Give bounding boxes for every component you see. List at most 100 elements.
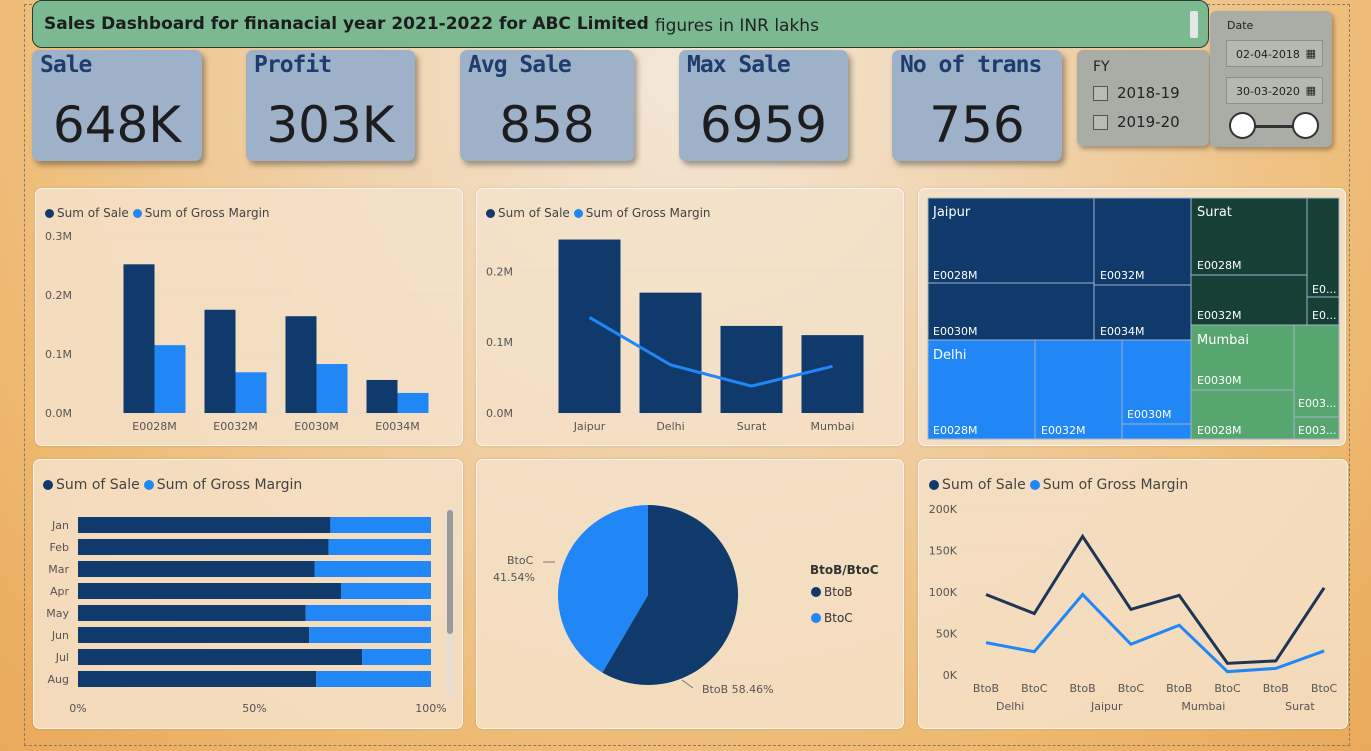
treemap-cell-label: E0028M: [933, 424, 977, 437]
treemap-cell-label: E0032M: [1197, 309, 1241, 322]
treemap-group-label: Delhi: [933, 348, 966, 363]
bar-gross-margin: [235, 372, 267, 413]
x-tick-label: 100%: [415, 702, 446, 715]
fy-option-2018-19[interactable]: 2018-19: [1093, 84, 1180, 102]
calendar-icon[interactable]: ▦: [1305, 84, 1316, 97]
date-range-track[interactable]: [1240, 125, 1306, 128]
treemap-cell-label: E0032M: [1100, 269, 1144, 282]
end-date-input[interactable]: 30-03-2020 ▦: [1226, 77, 1323, 104]
bar-gross-margin: [154, 345, 186, 413]
x-tick-label: BtoC: [1118, 682, 1145, 695]
bar-segment-gross-margin: [362, 649, 431, 665]
checkbox-icon[interactable]: [1093, 114, 1108, 130]
bar-segment-sale: [78, 605, 306, 621]
x-tick-label: Mumbai: [811, 420, 855, 433]
x-tick-label: E0034M: [375, 420, 419, 433]
x-tick-label: E0028M: [132, 420, 176, 433]
x-tick-label: BtoB: [1263, 682, 1289, 695]
calendar-icon[interactable]: ▦: [1305, 47, 1316, 60]
y-tick-label: 0K: [943, 669, 958, 682]
bar-segment-sale: [78, 627, 310, 643]
treemap-city-product: Jaipur E0028M E0030M E0032M E0034M Surat E0028…: [927, 197, 1340, 440]
bar-sale: [720, 325, 783, 413]
bar-segment-sale: [78, 539, 329, 555]
bar-gross-margin: [397, 392, 429, 413]
header-scrollbar[interactable]: [1190, 11, 1198, 38]
fy-option-label: 2018-19: [1117, 84, 1180, 102]
bar-sale: [285, 316, 317, 413]
checkbox-icon[interactable]: [1093, 85, 1108, 101]
kpi-card-avg-sale[interactable]: Avg Sale 858: [460, 50, 634, 161]
legend-item-gross-margin[interactable]: Sum of Gross Margin: [573, 206, 711, 220]
treemap-cell-jaipur-e0034m: [1093, 284, 1192, 341]
kpi-card-profit[interactable]: Profit 303K: [246, 50, 415, 161]
treemap-cell-label: E0034M: [1100, 325, 1144, 338]
legend-item-sale[interactable]: Sum of Sale: [486, 206, 570, 220]
chart-legend: Sum of Sale Sum of Gross Margin: [45, 206, 274, 220]
y-tick-label: Jan: [51, 519, 69, 532]
treemap-cell-mumbai-e0028m: [1190, 389, 1295, 440]
kpi-card-sale[interactable]: Sale 648K: [32, 50, 202, 161]
legend-item-gross-margin[interactable]: Sum of Gross Margin: [143, 477, 302, 493]
date-slicer: Date 02-04-2018 ▦ 30-03-2020 ▦: [1210, 11, 1332, 147]
treemap-cell-label: E003...: [1298, 424, 1336, 437]
kpi-label: Max Sale: [687, 52, 791, 78]
treemap-cell-label: E0028M: [933, 269, 977, 282]
x-tick-label: E0030M: [294, 420, 338, 433]
y-tick-label: Feb: [50, 541, 69, 554]
line-sale: [985, 533, 1326, 665]
legend-item-sale[interactable]: Sum of Sale: [43, 477, 140, 493]
y-tick-label: 0.2M: [45, 289, 72, 302]
kpi-value: 648K: [52, 96, 182, 154]
start-date-input[interactable]: 02-04-2018 ▦: [1226, 40, 1323, 67]
x-tick-label: 50%: [242, 702, 266, 715]
chart-legend: Sum of Sale Sum of Gross Margin: [929, 477, 1192, 493]
treemap-group-label: Jaipur: [932, 205, 971, 220]
fy-option-2019-20[interactable]: 2019-20: [1093, 113, 1180, 131]
kpi-value: 6959: [699, 96, 828, 154]
treemap-cell-mumbai-e003b: [1293, 416, 1340, 440]
combo-chart-city: 0.0M 0.1M 0.2M Jaipur Delhi Surat Mumbai: [486, 239, 897, 433]
chart-card-sale-by-city: Sum of Sale Sum of Gross Margin 0.0M 0.1M…: [476, 188, 904, 446]
y-tick-label: 0.2M: [486, 265, 513, 278]
treemap-cell-delhi-e0032m: [1034, 339, 1123, 440]
bar-segment-gross-margin: [314, 561, 431, 577]
kpi-card-no-of-trans[interactable]: No of trans 756: [892, 50, 1062, 161]
x-tick-label: Delhi: [656, 420, 684, 433]
pie-legend-dot: [811, 613, 821, 623]
x-group-label: Delhi: [996, 700, 1024, 713]
y-tick-label: May: [46, 607, 69, 620]
x-tick-label: BtoB: [973, 682, 999, 695]
kpi-label: Profit: [254, 52, 332, 78]
y-tick-label: 0.1M: [486, 336, 513, 349]
date-range-end-handle[interactable]: [1292, 112, 1319, 139]
x-tick-label: BtoB: [1166, 682, 1192, 695]
y-tick-label: 0.0M: [45, 407, 72, 420]
x-group-label: Surat: [1285, 700, 1315, 713]
chart-legend: Sum of Sale Sum of Gross Margin: [43, 477, 306, 493]
treemap-group-label: Mumbai: [1197, 333, 1249, 348]
treemap-group-label: Surat: [1197, 205, 1232, 220]
treemap-cell-label: E0030M: [933, 325, 977, 338]
treemap-cell-jaipur-e0028m: [927, 197, 1095, 284]
date-range-start-handle[interactable]: [1229, 112, 1256, 139]
treemap-cell-label: E0032M: [1041, 424, 1085, 437]
page-title: Sales Dashboard for finanacial year 2021…: [44, 14, 649, 34]
y-tick-label: Jun: [51, 629, 69, 642]
y-tick-label: 100K: [929, 586, 958, 599]
kpi-card-max-sale[interactable]: Max Sale 6959: [679, 50, 848, 161]
legend-item-gross-margin[interactable]: Sum of Gross Margin: [132, 206, 270, 220]
y-tick-label: 50K: [936, 628, 958, 641]
x-tick-label: BtoC: [1021, 682, 1048, 695]
treemap-cell-label: E003...: [1298, 397, 1336, 410]
legend-item-sale[interactable]: Sum of Sale: [45, 206, 129, 220]
bar-segment-sale: [78, 671, 317, 687]
legend-item-sale[interactable]: Sum of Sale: [929, 477, 1026, 493]
treemap-cell-label: E0030M: [1197, 374, 1241, 387]
y-tick-label: Aug: [48, 673, 69, 686]
chart-card-line: Sum of Sale Sum of Gross Margin 0K 50K 100…: [918, 459, 1348, 729]
pie-slice-btob: [602, 505, 738, 685]
kpi-value: 756: [929, 96, 1025, 154]
line-gross-margin: [985, 592, 1325, 674]
legend-item-gross-margin[interactable]: Sum of Gross Margin: [1029, 477, 1188, 493]
